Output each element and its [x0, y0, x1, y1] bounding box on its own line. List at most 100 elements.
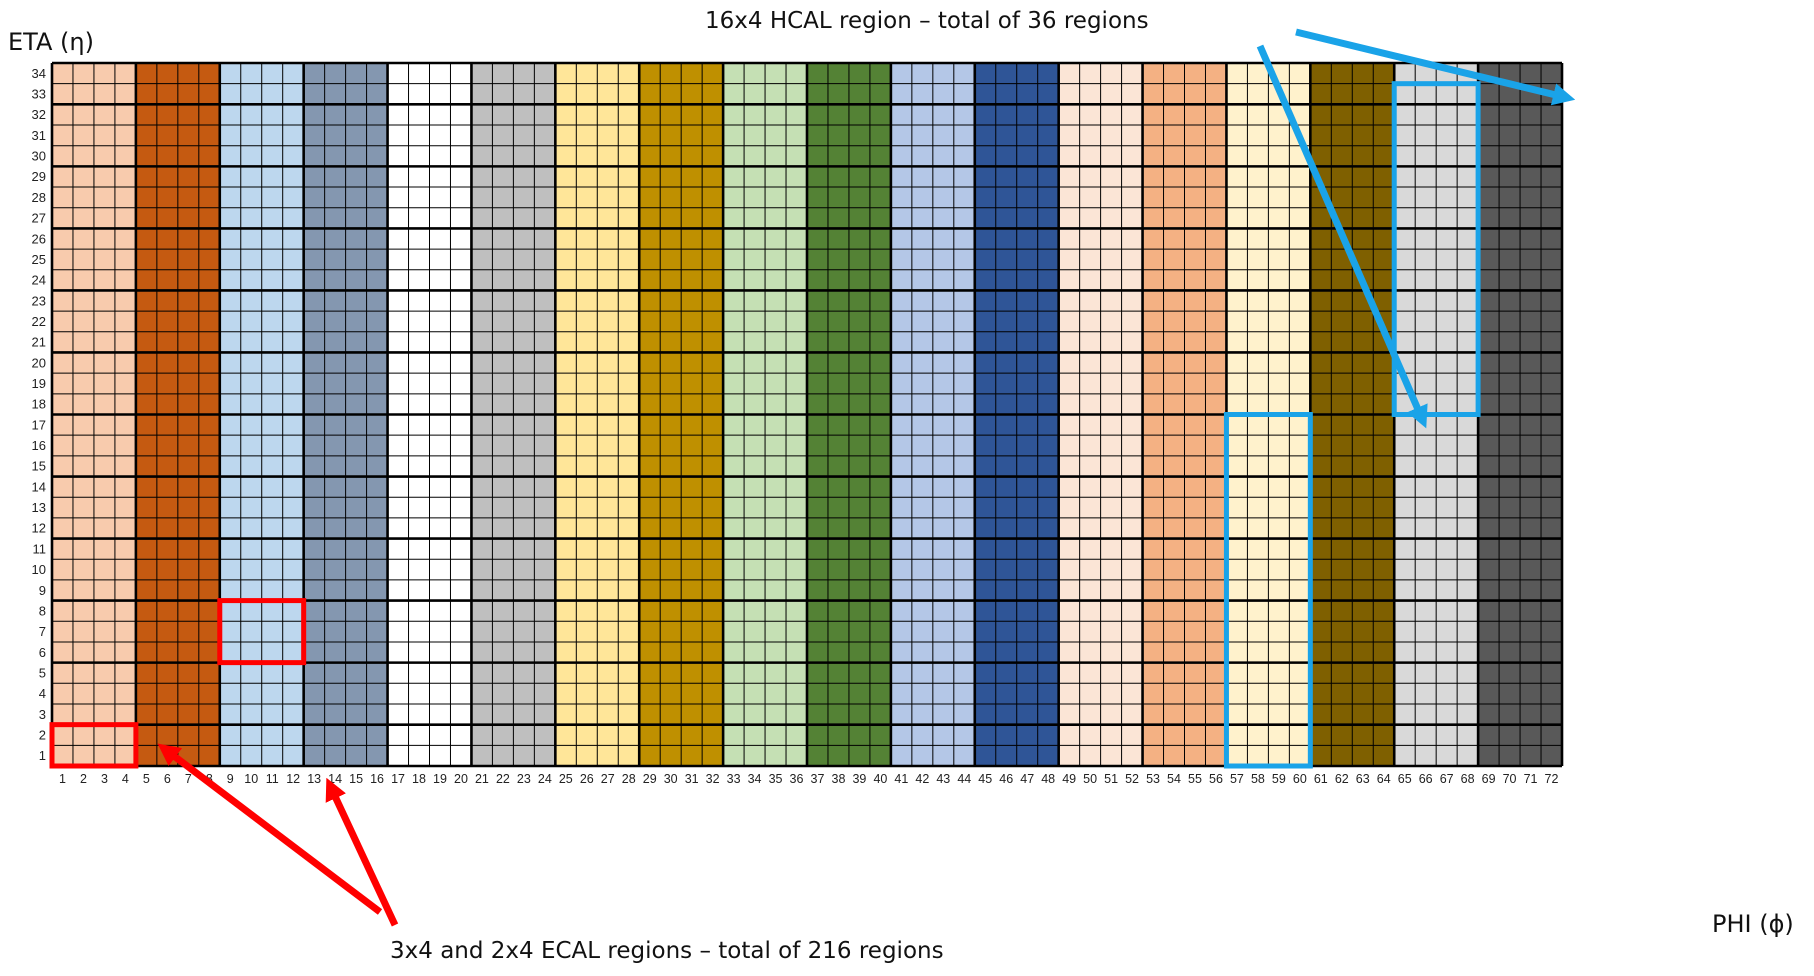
- phi-tick-label: 63: [1356, 772, 1370, 786]
- phi-tick-label: 22: [496, 772, 510, 786]
- phi-tick-label: 19: [433, 772, 447, 786]
- eta-tick-label: 15: [32, 459, 46, 474]
- phi-tick-label: 57: [1230, 772, 1244, 786]
- eta-tick-label: 6: [39, 645, 46, 660]
- ecal-arrow-1: [157, 743, 383, 915]
- phi-tick-label: 52: [1125, 772, 1139, 786]
- phi-tick-label: 54: [1167, 772, 1181, 786]
- phi-tick-label: 56: [1209, 772, 1223, 786]
- phi-tick-label: 27: [601, 772, 615, 786]
- hcal-region-callout: 16x4 HCAL region – total of 36 regions: [705, 8, 1149, 34]
- hcal-region-highlight-2: [1391, 81, 1481, 417]
- phi-axis-title: PHI (ϕ): [1712, 910, 1794, 938]
- eta-tick-label: 24: [32, 273, 46, 288]
- phi-tick-label: 37: [811, 772, 825, 786]
- phi-tick-label: 29: [643, 772, 657, 786]
- ecal-region-highlight-2: [217, 598, 307, 666]
- phi-tick-label: 17: [391, 772, 405, 786]
- eta-tick-label: 21: [32, 335, 46, 350]
- phi-tick-label: 70: [1503, 772, 1517, 786]
- eta-tick-label: 23: [32, 293, 46, 308]
- eta-tick-label: 13: [32, 500, 46, 515]
- phi-tick-label: 14: [328, 772, 342, 786]
- eta-axis-title: ETA (η): [8, 28, 94, 56]
- eta-tick-labels: 1234567891011121314151617181920212223242…: [32, 66, 46, 763]
- ecal-arrow-2: [325, 777, 399, 927]
- region-highlights: [49, 81, 1481, 769]
- phi-tick-label: 36: [790, 772, 804, 786]
- phi-tick-label: 23: [517, 772, 531, 786]
- phi-tick-label: 16: [370, 772, 384, 786]
- phi-tick-label: 33: [727, 772, 741, 786]
- phi-tick-label: 69: [1482, 772, 1496, 786]
- eta-tick-label: 19: [32, 376, 46, 391]
- phi-tick-label: 10: [244, 772, 258, 786]
- phi-tick-label: 39: [852, 772, 866, 786]
- phi-tick-label: 13: [307, 772, 321, 786]
- hcal-region-highlight-1: [1223, 412, 1313, 769]
- eta-tick-label: 18: [32, 397, 46, 412]
- eta-tick-label: 31: [32, 128, 46, 143]
- phi-tick-label: 21: [475, 772, 489, 786]
- eta-tick-label: 9: [39, 583, 46, 598]
- phi-tick-label: 12: [286, 772, 300, 786]
- eta-tick-label: 14: [32, 479, 46, 494]
- phi-tick-label: 35: [769, 772, 783, 786]
- phi-tick-label: 1: [59, 772, 66, 786]
- phi-tick-label: 60: [1293, 772, 1307, 786]
- phi-tick-label: 5: [143, 772, 150, 786]
- eta-tick-label: 32: [32, 107, 46, 122]
- phi-tick-label: 18: [412, 772, 426, 786]
- phi-tick-label: 4: [122, 772, 129, 786]
- phi-tick-label: 38: [832, 772, 846, 786]
- hcal-arrow-2: [1295, 28, 1576, 106]
- eta-tick-label: 22: [32, 314, 46, 329]
- phi-tick-label: 34: [748, 772, 762, 786]
- phi-tick-label: 45: [978, 772, 992, 786]
- eta-tick-label: 2: [39, 727, 46, 742]
- ecal-region-callout: 3x4 and 2x4 ECAL regions – total of 216 …: [390, 938, 944, 964]
- phi-tick-label: 46: [999, 772, 1013, 786]
- eta-tick-label: 34: [32, 66, 46, 81]
- eta-tick-label: 29: [32, 169, 46, 184]
- phi-tick-label: 26: [580, 772, 594, 786]
- phi-tick-label: 40: [873, 772, 887, 786]
- phi-tick-label: 2: [80, 772, 87, 786]
- eta-tick-label: 28: [32, 190, 46, 205]
- eta-tick-label: 26: [32, 231, 46, 246]
- phi-tick-label: 42: [915, 772, 929, 786]
- eta-tick-label: 30: [32, 149, 46, 164]
- phi-tick-label: 31: [685, 772, 699, 786]
- eta-tick-label: 11: [33, 541, 47, 556]
- phi-tick-label: 32: [706, 772, 720, 786]
- eta-tick-label: 12: [32, 521, 46, 536]
- phi-tick-label: 47: [1020, 772, 1034, 786]
- eta-tick-label: 27: [32, 211, 46, 226]
- eta-tick-label: 8: [39, 603, 46, 618]
- eta-tick-label: 10: [32, 562, 46, 577]
- eta-tick-label: 5: [39, 665, 46, 680]
- phi-tick-label: 50: [1083, 772, 1097, 786]
- phi-tick-label: 67: [1440, 772, 1454, 786]
- phi-tick-label: 9: [227, 772, 234, 786]
- phi-tick-label: 58: [1251, 772, 1265, 786]
- eta-tick-label: 1: [39, 748, 46, 763]
- phi-tick-labels: 1234567891011121314151617181920212223242…: [59, 772, 1559, 786]
- eta-tick-label: 33: [32, 87, 46, 102]
- phi-tick-label: 28: [622, 772, 636, 786]
- phi-tick-label: 6: [164, 772, 171, 786]
- phi-tick-label: 49: [1062, 772, 1076, 786]
- phi-tick-label: 68: [1461, 772, 1475, 786]
- ecal-region-highlight-1: [49, 722, 139, 769]
- phi-tick-label: 53: [1146, 772, 1160, 786]
- phi-tick-label: 20: [454, 772, 468, 786]
- eta-tick-label: 4: [39, 686, 46, 701]
- phi-tick-label: 3: [101, 772, 108, 786]
- phi-tick-label: 66: [1419, 772, 1433, 786]
- hcal-arrow-1: [1256, 44, 1428, 429]
- eta-tick-label: 3: [39, 707, 46, 722]
- phi-tick-label: 30: [664, 772, 678, 786]
- phi-tick-label: 72: [1545, 772, 1559, 786]
- phi-tick-label: 25: [559, 772, 573, 786]
